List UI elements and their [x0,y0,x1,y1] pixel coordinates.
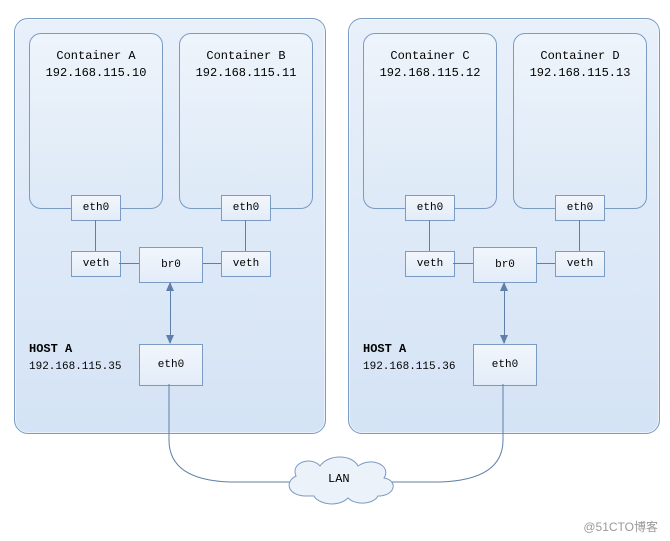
watermark: @51CTO博客 [583,518,658,535]
lan-label: LAN [328,472,350,486]
